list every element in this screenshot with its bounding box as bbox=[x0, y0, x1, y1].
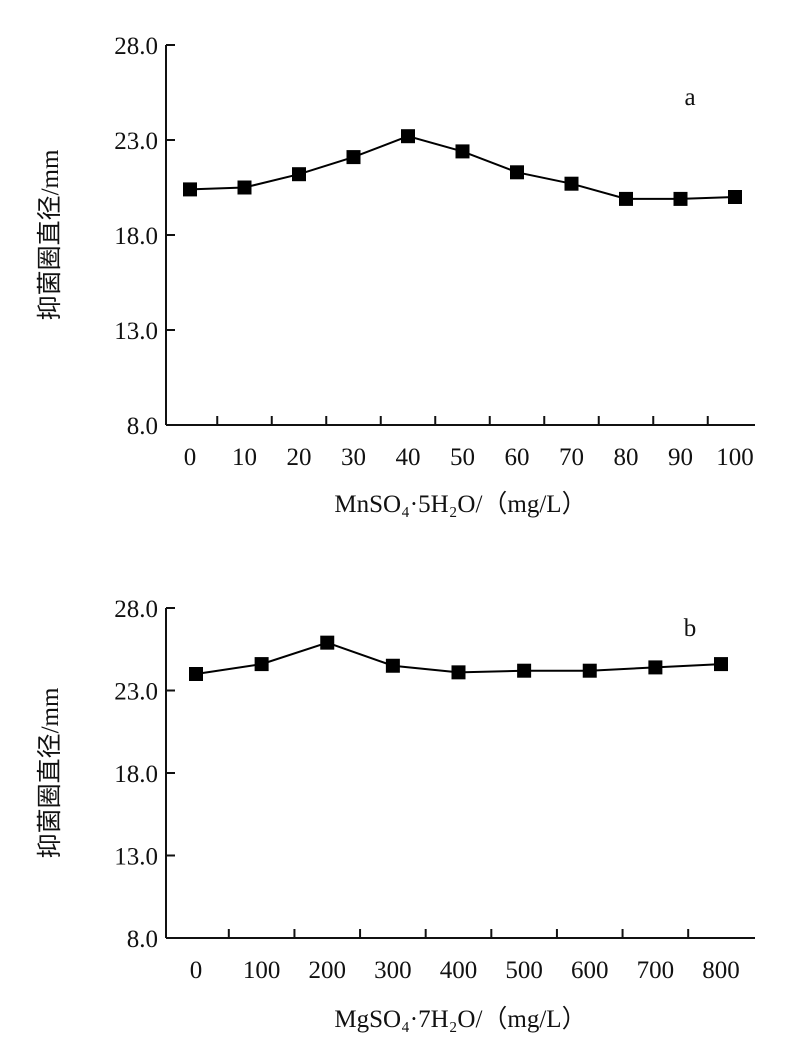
data-point bbox=[510, 165, 524, 180]
data-point bbox=[189, 667, 203, 681]
x-tick-label: 200 bbox=[309, 957, 347, 984]
y-tick-label: 13.0 bbox=[114, 318, 158, 345]
y-tick-label: 13.0 bbox=[114, 844, 158, 871]
data-point bbox=[648, 660, 663, 675]
panel-label: a bbox=[684, 84, 695, 111]
x-tick-label: 300 bbox=[374, 957, 412, 984]
panel-label: b bbox=[684, 615, 697, 642]
y-axis-label: 抑菌圈直径/mm bbox=[36, 687, 64, 858]
data-point bbox=[346, 150, 361, 165]
y-tick-label: 23.0 bbox=[114, 128, 158, 155]
x-tick-label: 700 bbox=[637, 957, 675, 984]
data-point bbox=[714, 657, 728, 672]
data-point bbox=[401, 129, 415, 144]
data-point bbox=[292, 167, 306, 182]
x-tick-label: 100 bbox=[243, 957, 281, 984]
x-tick-label: 800 bbox=[702, 957, 740, 984]
data-point bbox=[564, 176, 579, 191]
x-tick-label: 600 bbox=[571, 957, 609, 984]
y-tick-label: 23.0 bbox=[114, 679, 158, 706]
y-tick-label: 18.0 bbox=[114, 761, 158, 788]
data-point bbox=[455, 144, 470, 159]
x-tick-label: 10 bbox=[232, 444, 257, 471]
chart-panel-a: 8.0 13.0 18.0 23.0 28.0 0 10 20 30 40 50 60 70 80 90 10… bbox=[36, 33, 755, 518]
y-tick-label: 8.0 bbox=[127, 926, 158, 953]
data-point bbox=[320, 635, 335, 650]
data-point bbox=[254, 657, 269, 672]
data-point bbox=[619, 191, 633, 206]
data-point bbox=[237, 180, 252, 195]
data-point bbox=[673, 191, 688, 206]
data-point bbox=[517, 663, 532, 678]
x-tick-label: 400 bbox=[440, 957, 478, 984]
x-tick-label: 0 bbox=[184, 444, 197, 471]
y-tick-label: 28.0 bbox=[114, 33, 158, 60]
y-tick-label: 8.0 bbox=[127, 413, 158, 440]
data-point bbox=[451, 665, 466, 680]
x-tick-label: 20 bbox=[287, 444, 312, 471]
x-tick-label: 70 bbox=[559, 444, 584, 471]
x-tick-label: 0 bbox=[190, 957, 203, 984]
x-tick-label: 100 bbox=[716, 444, 754, 471]
data-point bbox=[728, 190, 742, 204]
x-tick-label: 50 bbox=[450, 444, 475, 471]
y-axis-label: 抑菌圈直径/mm bbox=[36, 149, 64, 320]
x-tick-label: 40 bbox=[396, 444, 421, 471]
x-tick-label: 60 bbox=[505, 444, 530, 471]
x-axis-label: MnSO₄·5H₂O/（mg/L） bbox=[334, 490, 586, 518]
chart-panel-b: 8.0 13.0 18.0 23.0 28.0 0 100 200 300 400 500 600 70… bbox=[36, 596, 755, 1033]
data-point bbox=[183, 182, 197, 197]
x-tick-label: 30 bbox=[341, 444, 366, 471]
x-axis-label: MgSO₄·7H₂O/（mg/L） bbox=[334, 1005, 586, 1033]
y-tick-label: 28.0 bbox=[114, 596, 158, 623]
data-point bbox=[582, 663, 597, 678]
x-tick-label: 90 bbox=[668, 444, 693, 471]
y-tick-label: 18.0 bbox=[114, 223, 158, 250]
x-tick-label: 500 bbox=[505, 957, 543, 984]
x-tick-label: 80 bbox=[614, 444, 639, 471]
data-point bbox=[385, 658, 400, 673]
